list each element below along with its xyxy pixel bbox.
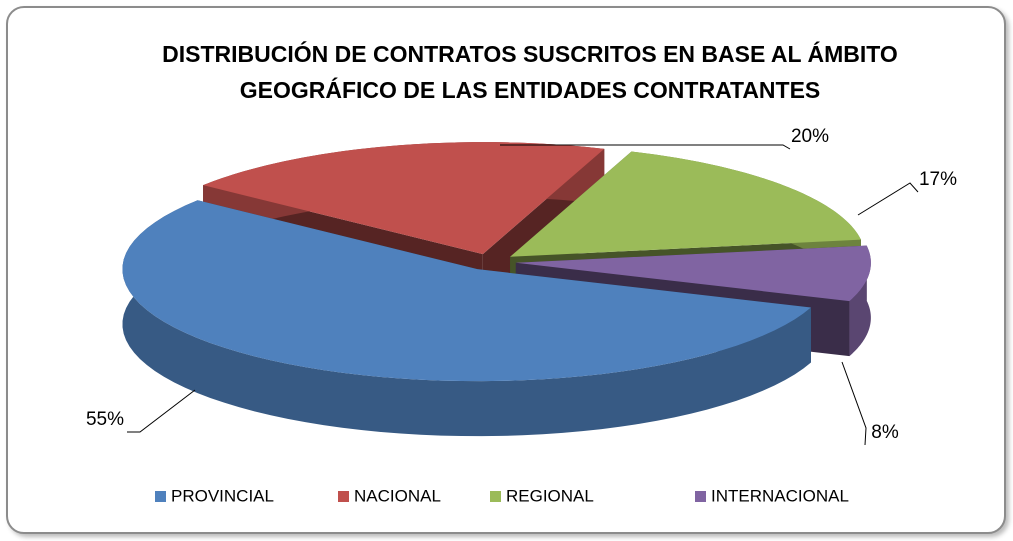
legend-swatch xyxy=(490,491,501,502)
slice-top xyxy=(510,151,861,257)
chart-title: DISTRIBUCIÓN DE CONTRATOS SUSCRITOS EN B… xyxy=(162,41,898,103)
legend-swatch xyxy=(338,491,349,502)
leader-line xyxy=(500,144,791,150)
slice-wall xyxy=(849,245,871,357)
slice-top xyxy=(122,200,811,382)
legend-swatch xyxy=(695,491,706,502)
data-label: 17% xyxy=(919,169,957,190)
leader-line xyxy=(127,389,196,433)
legend-swatch xyxy=(155,491,166,502)
leader-line xyxy=(841,361,867,446)
data-label: 8% xyxy=(871,422,899,443)
legend-label: PROVINCIAL xyxy=(171,486,274,505)
leader-line xyxy=(857,182,919,216)
slice-wall xyxy=(122,200,811,437)
legend-label: REGIONAL xyxy=(506,486,594,505)
legend-label: INTERNACIONAL xyxy=(711,486,849,505)
slice-top xyxy=(203,142,605,255)
data-label: 55% xyxy=(86,409,124,430)
data-label: 20% xyxy=(791,126,829,147)
slice-top xyxy=(515,245,871,302)
legend-label: NACIONAL xyxy=(354,486,441,505)
